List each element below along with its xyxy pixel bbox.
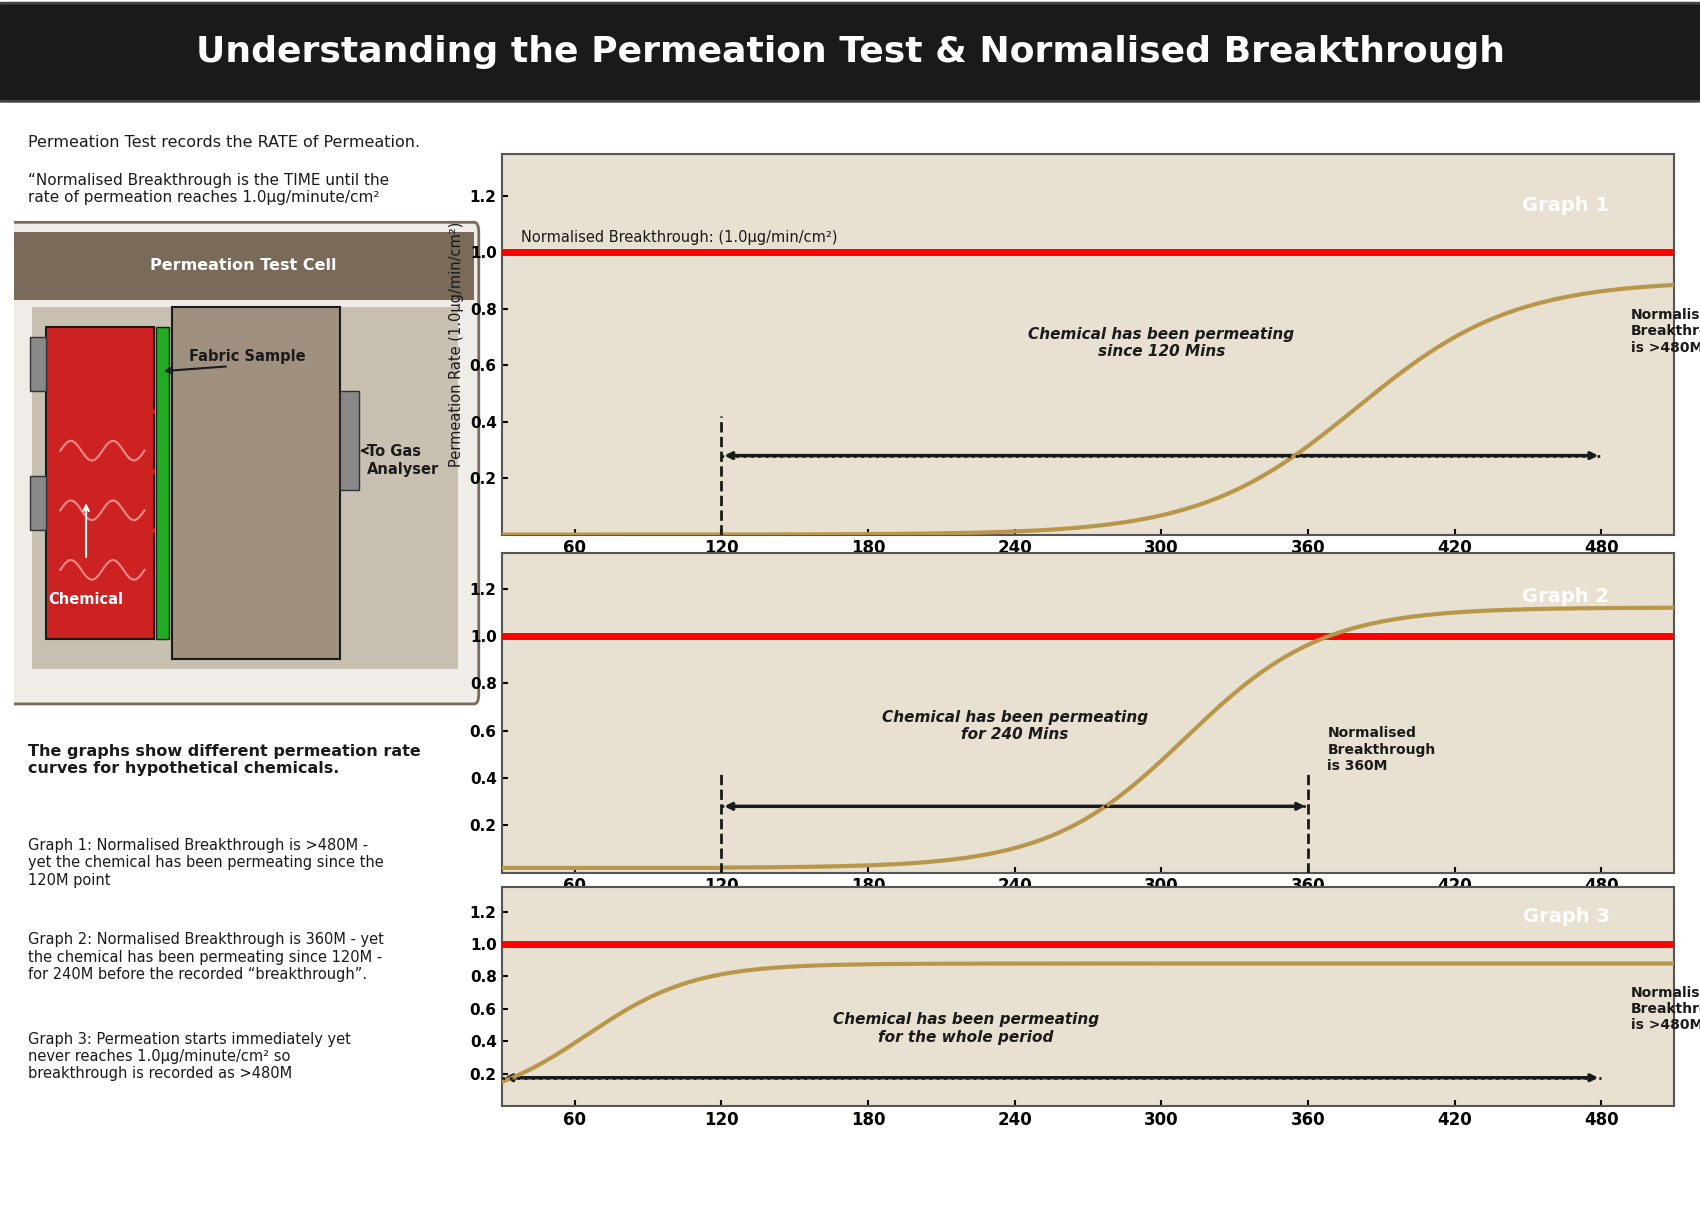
Text: Permeation Breakthrough is NOT an indication of Safe Use Time:: Permeation Breakthrough is NOT an indica…: [442, 1150, 1258, 1170]
Bar: [172, 307, 340, 659]
Text: Graph 1: Normalised Breakthrough is >480M -
yet the chemical has been permeating: Graph 1: Normalised Breakthrough is >480…: [27, 838, 384, 887]
Text: Normalised
Breakthrough
is >480M: Normalised Breakthrough is >480M: [1630, 308, 1700, 355]
Text: Chemical has been permeating
for 240 Mins: Chemical has been permeating for 240 Min…: [882, 709, 1148, 742]
Text: Normalised
Breakthrough
is >480M: Normalised Breakthrough is >480M: [1630, 986, 1700, 1032]
FancyBboxPatch shape: [0, 4, 1700, 101]
Text: Normalised Breakthrough: (1.0μg/min/cm²): Normalised Breakthrough: (1.0μg/min/cm²): [520, 230, 838, 246]
Bar: [31, 337, 46, 391]
Bar: [31, 476, 46, 530]
Text: Chemical: Chemical: [49, 592, 124, 607]
Text: Chemical has been permeating
since 120 Mins: Chemical has been permeating since 120 M…: [1028, 327, 1294, 359]
Bar: [46, 327, 155, 639]
Text: Fabric Sample: Fabric Sample: [189, 349, 306, 364]
Text: It does NOT indicate that none of the chemical has permeated through the fabric: It does NOT indicate that none of the ch…: [427, 1188, 1273, 1208]
Bar: [156, 327, 170, 639]
Bar: [14, 232, 474, 300]
Bar: [340, 391, 359, 490]
Text: The graphs show different permeation rate
curves for hypothetical chemicals.: The graphs show different permeation rat…: [27, 744, 420, 775]
Text: Time in Minutes: Time in Minutes: [1554, 587, 1674, 603]
FancyBboxPatch shape: [8, 222, 479, 704]
Text: To Gas
Analyser: To Gas Analyser: [367, 445, 439, 477]
Text: Normalised
Breakthrough
is 360M: Normalised Breakthrough is 360M: [1328, 726, 1436, 773]
Text: Permeation Test records the RATE of Permeation.: Permeation Test records the RATE of Perm…: [27, 135, 420, 150]
Y-axis label: Permeation Rate (1.0μg/min/cm²): Permeation Rate (1.0μg/min/cm²): [449, 221, 464, 467]
Bar: [32, 307, 457, 669]
Text: Graph 2: Normalised Breakthrough is 360M - yet
the chemical has been permeating : Graph 2: Normalised Breakthrough is 360M…: [27, 933, 384, 982]
Text: Chemical has been permeating
for the whole period: Chemical has been permeating for the who…: [833, 1013, 1098, 1045]
Text: Understanding the Permeation Test & Normalised Breakthrough: Understanding the Permeation Test & Norm…: [196, 36, 1504, 69]
Text: Graph 3: Permeation starts immediately yet
never reaches 1.0μg/minute/cm² so
bre: Graph 3: Permeation starts immediately y…: [27, 1031, 350, 1082]
Text: “Normalised Breakthrough is the TIME until the
rate of permeation reaches 1.0μg/: “Normalised Breakthrough is the TIME unt…: [27, 172, 389, 205]
Text: Permeation Test Cell: Permeation Test Cell: [150, 258, 337, 274]
